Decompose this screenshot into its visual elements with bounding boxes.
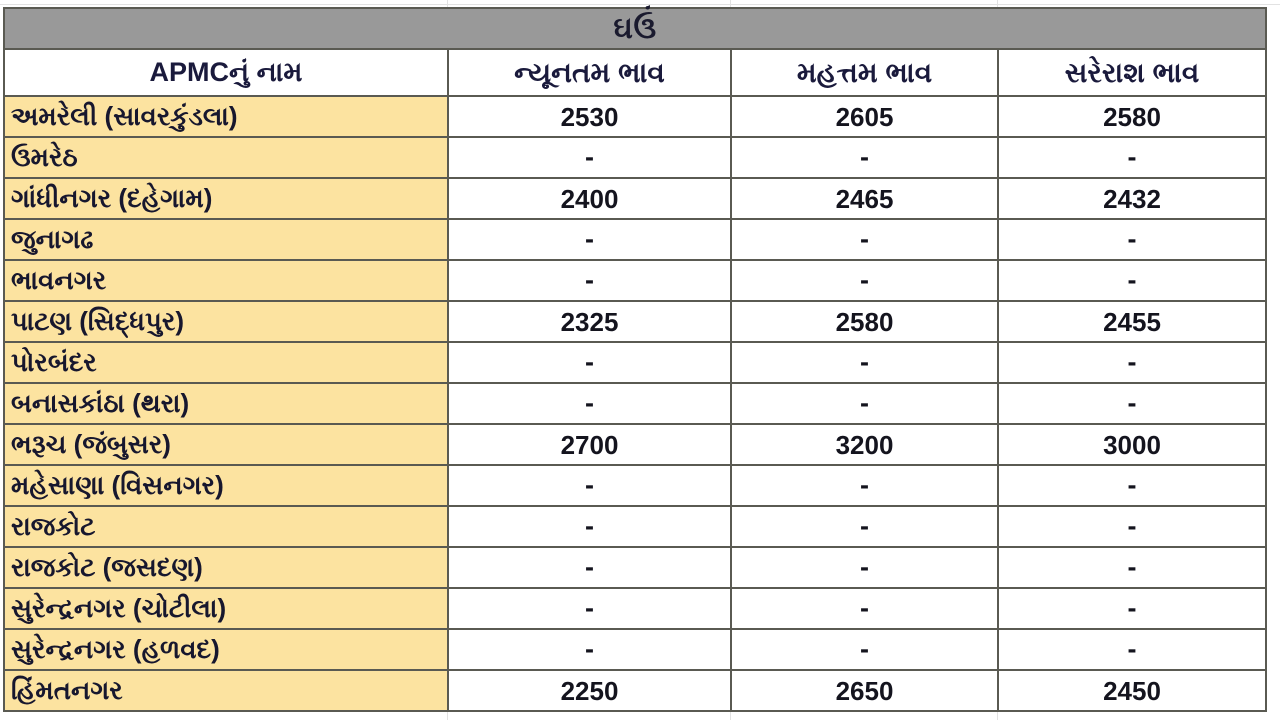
- min-price-cell: -: [447, 464, 732, 507]
- min-price-cell: -: [447, 382, 732, 425]
- max-price-cell: -: [730, 136, 999, 179]
- table-row: રાજકોટ (જસદણ) - - -: [3, 546, 1268, 589]
- table-row: મહેસાણા (વિસનગર) - - -: [3, 464, 1268, 507]
- avg-price-cell: -: [996, 628, 1268, 671]
- max-price-cell: 2465: [730, 177, 999, 220]
- min-price-cell: 2400: [447, 177, 732, 220]
- max-price-cell: -: [730, 259, 999, 302]
- avg-price-cell: -: [996, 218, 1268, 261]
- max-price-cell: -: [730, 587, 999, 630]
- min-price-cell: -: [447, 628, 732, 671]
- apmc-name-cell: જુનાગઢ: [3, 218, 449, 261]
- table-body: અમરેલી (સાવરકુંડલા) 2530 2605 2580 ઉમરેઠ - - - ગ…: [3, 95, 1268, 712]
- avg-price-cell: 2450: [996, 669, 1268, 712]
- min-price-cell: 2530: [447, 95, 732, 138]
- apmc-price-table: ઘઉં APMCનું નામ ન્યૂનતમ ભાવ મહત્તમ ભાવ સ…: [2, 7, 1268, 712]
- avg-price-cell: -: [996, 464, 1268, 507]
- avg-price-cell: -: [996, 136, 1268, 179]
- table-row: સુરેન્દ્રનગર (હળવદ) - - -: [3, 628, 1268, 671]
- table-row: ઉમરેઠ - - -: [3, 136, 1268, 179]
- apmc-name-cell: બનાસકાંઠા (થરા): [3, 382, 449, 425]
- table-row: ભરૂચ (જંબુસર) 2700 3200 3000: [3, 423, 1268, 466]
- avg-price-cell: -: [996, 587, 1268, 630]
- table-row: પાટણ (સિદ્ધપુર) 2325 2580 2455: [3, 300, 1268, 343]
- min-price-cell: 2325: [447, 300, 732, 343]
- table-row: રાજકોટ - - -: [3, 505, 1268, 548]
- apmc-name-cell: રાજકોટ: [3, 505, 449, 548]
- max-price-cell: -: [730, 382, 999, 425]
- avg-price-cell: 2455: [996, 300, 1268, 343]
- min-price-cell: -: [447, 259, 732, 302]
- max-price-cell: 2580: [730, 300, 999, 343]
- max-price-cell: -: [730, 505, 999, 548]
- min-price-cell: 2700: [447, 423, 732, 466]
- table-row: ગાંધીનગર (દહેગામ) 2400 2465 2432: [3, 177, 1268, 220]
- max-price-cell: -: [730, 341, 999, 384]
- table-header: ઘઉં APMCનું નામ ન્યૂનતમ ભાવ મહત્તમ ભાવ સ…: [2, 7, 1268, 97]
- min-price-cell: -: [447, 587, 732, 630]
- title-row: ઘઉં: [2, 7, 1268, 50]
- column-header-max-price: મહત્તમ ભાવ: [730, 48, 999, 97]
- apmc-name-cell: મહેસાણા (વિસનગર): [3, 464, 449, 507]
- min-price-cell: -: [447, 218, 732, 261]
- apmc-name-cell: સુરેન્દ્રનગર (ચોટીલા): [3, 587, 449, 630]
- avg-price-cell: 2432: [996, 177, 1268, 220]
- table-row: જુનાગઢ - - -: [3, 218, 1268, 261]
- commodity-title: ઘઉં: [2, 7, 1268, 50]
- max-price-cell: 3200: [730, 423, 999, 466]
- min-price-cell: 2250: [447, 669, 732, 712]
- table-row: બનાસકાંઠા (થરા) - - -: [3, 382, 1268, 425]
- max-price-cell: -: [730, 464, 999, 507]
- apmc-name-cell: અમરેલી (સાવરકુંડલા): [3, 95, 449, 138]
- apmc-name-cell: ભાવનગર: [3, 259, 449, 302]
- apmc-name-cell: ભરૂચ (જંબુસર): [3, 423, 449, 466]
- avg-price-cell: -: [996, 546, 1268, 589]
- max-price-cell: -: [730, 218, 999, 261]
- table-row: ભાવનગર - - -: [3, 259, 1268, 302]
- table-row: પોરબંદર - - -: [3, 341, 1268, 384]
- max-price-cell: -: [730, 546, 999, 589]
- table-row: સુરેન્દ્રનગર (ચોટીલા) - - -: [3, 587, 1268, 630]
- max-price-cell: 2605: [730, 95, 999, 138]
- avg-price-cell: -: [996, 259, 1268, 302]
- sheet-gridline: [0, 4, 1280, 5]
- min-price-cell: -: [447, 546, 732, 589]
- avg-price-cell: -: [996, 382, 1268, 425]
- column-header-min-price: ન્યૂનતમ ભાવ: [447, 48, 732, 97]
- column-header-row: APMCનું નામ ન્યૂનતમ ભાવ મહત્તમ ભાવ સરેરા…: [3, 48, 1268, 97]
- avg-price-cell: -: [996, 341, 1268, 384]
- table-row: હિંમતનગર 2250 2650 2450: [3, 669, 1268, 712]
- apmc-name-cell: સુરેન્દ્રનગર (હળવદ): [3, 628, 449, 671]
- apmc-name-cell: ઉમરેઠ: [3, 136, 449, 179]
- table-row: અમરેલી (સાવરકુંડલા) 2530 2605 2580: [3, 95, 1268, 138]
- max-price-cell: 2650: [730, 669, 999, 712]
- avg-price-cell: 3000: [996, 423, 1268, 466]
- apmc-name-cell: પાટણ (સિદ્ધપુર): [3, 300, 449, 343]
- apmc-name-cell: પોરબંદર: [3, 341, 449, 384]
- avg-price-cell: 2580: [996, 95, 1268, 138]
- min-price-cell: -: [447, 341, 732, 384]
- apmc-name-cell: હિંમતનગર: [3, 669, 449, 712]
- apmc-name-cell: ગાંધીનગર (દહેગામ): [3, 177, 449, 220]
- avg-price-cell: -: [996, 505, 1268, 548]
- min-price-cell: -: [447, 505, 732, 548]
- max-price-cell: -: [730, 628, 999, 671]
- min-price-cell: -: [447, 136, 732, 179]
- column-header-avg-price: સરેરાશ ભાવ: [996, 48, 1268, 97]
- column-header-apmc-name: APMCનું નામ: [3, 48, 449, 97]
- apmc-name-cell: રાજકોટ (જસદણ): [3, 546, 449, 589]
